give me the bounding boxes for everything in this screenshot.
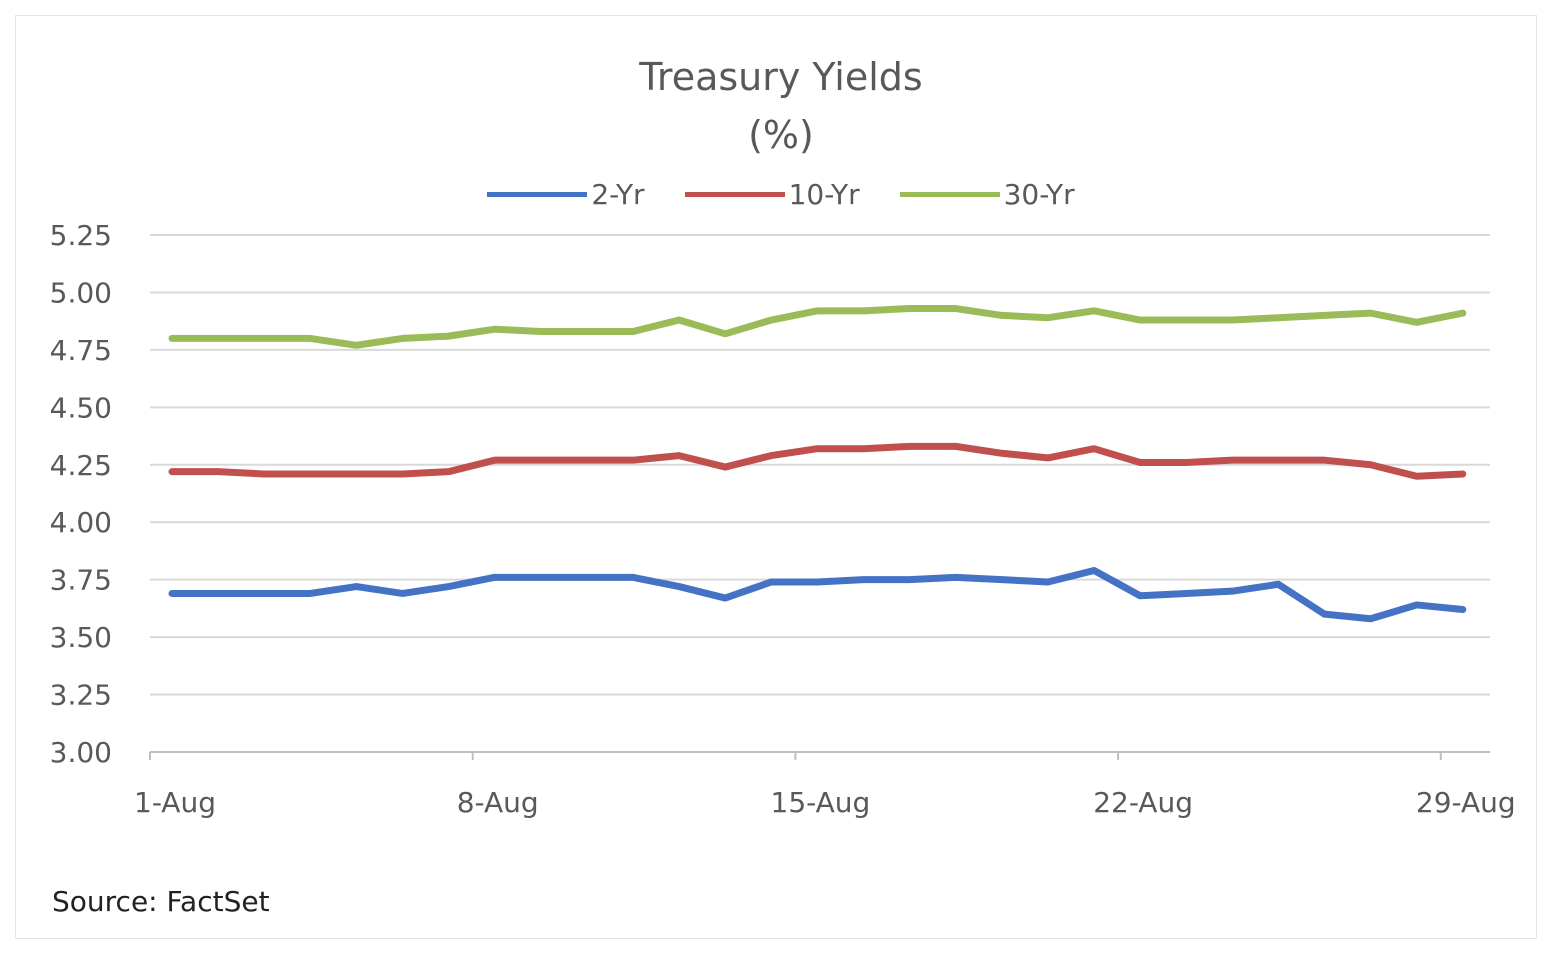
x-tick-label: 15-Aug: [771, 786, 871, 819]
legend-item-10yr: 10-Yr: [684, 178, 860, 211]
source-note: Source: FactSet: [52, 885, 270, 918]
y-tick-label: 3.00: [50, 736, 112, 769]
legend-swatch-2yr: [487, 192, 588, 197]
legend-label: 30-Yr: [1003, 178, 1075, 211]
x-tick-label: 22-Aug: [1093, 786, 1193, 819]
legend-label: 2-Yr: [591, 178, 645, 211]
legend-item-30yr: 30-Yr: [899, 178, 1075, 211]
chart-frame: [15, 15, 1537, 939]
y-tick-label: 4.50: [50, 391, 112, 424]
legend-swatch-10yr: [684, 192, 785, 197]
chart-subtitle: (%): [748, 113, 814, 157]
legend: 2-Yr 10-Yr 30-Yr: [0, 178, 1562, 211]
y-tick-label: 4.00: [50, 506, 112, 539]
x-tick-label: 1-Aug: [134, 786, 216, 819]
x-tick-label: 29-Aug: [1416, 786, 1516, 819]
series-line-10-yr: [168, 442, 1467, 480]
y-tick-label: 3.25: [50, 679, 112, 712]
y-tick-label: 3.75: [50, 564, 112, 597]
series-line-30-yr: [168, 305, 1467, 349]
legend-swatch-30yr: [899, 192, 1000, 197]
y-tick-label: 4.75: [50, 334, 112, 367]
x-tick-label: 8-Aug: [457, 786, 539, 819]
y-tick-label: 4.25: [50, 449, 112, 482]
legend-item-2yr: 2-Yr: [487, 178, 645, 211]
y-tick-label: 5.00: [50, 276, 112, 309]
y-tick-label: 5.25: [50, 219, 112, 252]
legend-label: 10-Yr: [788, 178, 860, 211]
y-tick-label: 3.50: [50, 621, 112, 654]
chart-title: Treasury Yields: [639, 55, 923, 99]
series-line-2-yr: [168, 566, 1467, 623]
